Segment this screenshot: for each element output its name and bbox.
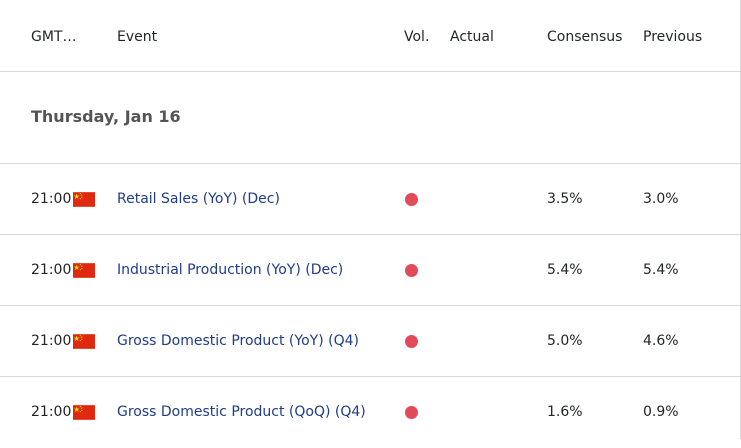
china-flag-icon — [73, 263, 95, 278]
china-flag-icon — [73, 405, 95, 420]
header-actual: Actual — [450, 29, 494, 45]
high-volatility-indicator — [405, 335, 418, 348]
china-flag-icon — [73, 334, 95, 349]
event-time: 21:00 — [31, 262, 72, 278]
high-volatility-indicator — [405, 406, 418, 419]
table-row: 21:00 Gross Domestic Product (QoQ) (Q4) … — [0, 377, 740, 448]
event-consensus: 3.5% — [547, 191, 583, 207]
table-row: 21:00 Industrial Production (YoY) (Dec) … — [0, 235, 740, 306]
event-time: 21:00 — [31, 191, 72, 207]
high-volatility-indicator — [405, 193, 418, 206]
header-event: Event — [117, 29, 158, 45]
event-name-link[interactable]: Industrial Production (YoY) (Dec) — [117, 262, 344, 278]
event-time: 21:00 — [31, 404, 72, 420]
header-volatility: Vol. — [404, 29, 430, 45]
event-previous: 4.6% — [643, 333, 679, 349]
event-previous: 5.4% — [643, 262, 679, 278]
event-consensus: 1.6% — [547, 404, 583, 420]
event-consensus: 5.4% — [547, 262, 583, 278]
event-name-link[interactable]: Retail Sales (YoY) (Dec) — [117, 191, 280, 207]
event-name-link[interactable]: Gross Domestic Product (QoQ) (Q4) — [117, 404, 366, 420]
event-consensus: 5.0% — [547, 333, 583, 349]
economic-calendar: GMT… Event Vol. Actual Consensus Previou… — [0, 0, 741, 439]
table-header: GMT… Event Vol. Actual Consensus Previou… — [0, 0, 740, 72]
date-group-label: Thursday, Jan 16 — [31, 107, 181, 126]
header-time[interactable]: GMT… — [31, 29, 77, 45]
event-time: 21:00 — [31, 333, 72, 349]
date-group-row — [0, 72, 740, 164]
table-row: 21:00 Retail Sales (YoY) (Dec) 3.5% 3.0% — [0, 164, 740, 235]
event-previous: 3.0% — [643, 191, 679, 207]
table-row: 21:00 Gross Domestic Product (YoY) (Q4) … — [0, 306, 740, 377]
header-previous: Previous — [643, 29, 703, 45]
high-volatility-indicator — [405, 264, 418, 277]
china-flag-icon — [73, 192, 95, 207]
event-name-link[interactable]: Gross Domestic Product (YoY) (Q4) — [117, 333, 359, 349]
header-consensus: Consensus — [547, 29, 623, 45]
event-previous: 0.9% — [643, 404, 679, 420]
